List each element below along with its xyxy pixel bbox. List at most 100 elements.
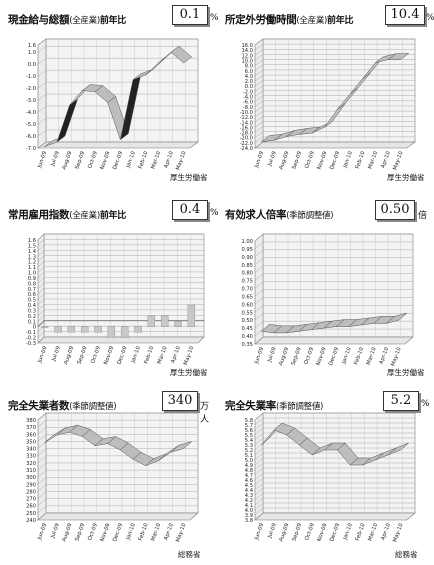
x-tick-label: Dec-09: [329, 151, 341, 171]
x-tick-label: Feb-10: [143, 345, 155, 365]
x-tick-label: May-10: [390, 346, 403, 367]
y-tick-label: 0.6: [28, 292, 36, 298]
y-tick-label: 1.0: [28, 50, 36, 56]
y-tick-label: 240: [26, 518, 36, 524]
panel-title: 有効求人倍率(季節調整値): [225, 209, 334, 221]
x-tick-label: Jun-09: [36, 523, 48, 542]
source-label: 厚生労働省: [387, 368, 425, 377]
y-tick-label: 0.40: [241, 334, 253, 340]
y-tick-label: 4.7: [245, 473, 253, 479]
y-tick-label: 0.70: [241, 287, 253, 293]
y-tick-label: 0.85: [241, 263, 253, 269]
y-tick-label: 3.8: [245, 518, 253, 524]
y-tick-label: 0.4: [28, 303, 37, 309]
y-tick-label: -5.0: [26, 122, 36, 128]
y-tick-label: 5.4: [245, 438, 254, 444]
source-label: 総務省: [178, 550, 201, 559]
unit-label: 万人: [200, 402, 210, 425]
y-tick-label: 1.1: [28, 265, 36, 271]
bar: [120, 326, 129, 338]
bar: [134, 326, 142, 333]
x-tick-label: Mar-10: [366, 346, 378, 366]
panel-title: 完全失業率(季節調整値): [225, 400, 324, 412]
x-tick-label: Dec-09: [116, 346, 128, 366]
x-tick-label: Dec-09: [329, 523, 341, 543]
y-tick-label: 4.3: [245, 493, 253, 499]
x-tick-label: Mar-10: [367, 150, 379, 170]
chart-unemployed-persons: 3803703603503403303203103002902802702602…: [26, 412, 199, 543]
y-tick-label: 5.6: [245, 428, 253, 434]
y-tick-label: -3.0: [26, 98, 36, 104]
x-tick-label: Apr-10: [170, 345, 182, 364]
y-tick-label: 290: [26, 482, 36, 488]
y-tick-label: 4.2: [245, 498, 253, 504]
x-tick-label: Feb-10: [355, 150, 367, 170]
y-tick-label: 270: [26, 497, 36, 503]
y-tick-label: 0.0: [245, 84, 253, 90]
y-tick-label: 5.7: [245, 423, 253, 429]
plot-floor: [254, 141, 416, 149]
y-tick-label: -1.0: [26, 74, 36, 80]
plot-floor: [37, 512, 199, 521]
plot-side-wall: [254, 233, 264, 345]
y-tick-label: -18.0: [240, 131, 253, 137]
y-tick-label: 14.0: [241, 48, 253, 54]
latest-value-box: 5.2: [383, 391, 419, 411]
y-tick-label: -2.0: [243, 89, 253, 95]
panel-title: 常用雇用指数(全産業)前年比: [8, 209, 126, 221]
y-tick-label: -10.0: [240, 110, 253, 116]
y-tick-label: 0.60: [241, 302, 253, 308]
x-tick-label: Oct-09: [304, 523, 316, 542]
panel-unemployment-rate: 完全失業率(季節調整値) 5.2 % 5.8 5.7 5.6 5.5 5.4 5.3 5.2…: [225, 391, 430, 563]
y-tick-label: 0.35: [241, 342, 253, 348]
y-tick-label: 330: [26, 454, 36, 460]
bar: [94, 326, 102, 333]
x-tick-label: Apr-10: [163, 522, 175, 541]
y-tick-label: 5.3: [245, 443, 253, 449]
panel-cash-earnings: 現金給与総額(全産業)前年比 0.1 % 1.6 1.0 0.0 -1.0 -2.0 -3…: [8, 5, 219, 184]
y-tick-label: 5.1: [245, 453, 253, 459]
y-tick-label: 1.6: [28, 43, 36, 49]
y-tick-label: 0.50: [241, 318, 253, 324]
latest-value-box: 340: [162, 391, 198, 411]
x-tick-label: Jun-09: [36, 151, 48, 170]
y-tick-label: -0.1: [26, 330, 36, 336]
y-tick-label: -2.0: [26, 86, 36, 92]
x-tick-label: Feb-10: [138, 522, 150, 542]
y-tick-label: -4.0: [26, 110, 36, 116]
chart-cash-earnings: 1.61.0 0.0 -1.0 -2.0 -3.0 -4.0 -5.0 -6.0 -7.0Jun…: [26, 38, 199, 171]
x-tick-label: Apr-10: [380, 522, 392, 541]
y-tick-label: 10.0: [241, 58, 253, 64]
bar: [160, 315, 169, 327]
x-tick-label: Jun-09: [253, 347, 265, 366]
y-tick-label: -12.0: [240, 115, 253, 121]
bar: [107, 326, 116, 338]
panel-title: 完全失業者数(季節調整値): [8, 400, 117, 412]
y-tick-label: 0.55: [241, 310, 253, 316]
plot-floor: [37, 141, 199, 149]
unit-label: %: [426, 13, 434, 23]
y-tick-label: 12.0: [241, 53, 253, 59]
y-tick-label: 4.0: [245, 508, 253, 514]
series-ribbon: [386, 312, 407, 324]
x-tick-label: Feb-10: [355, 522, 367, 542]
x-tick-label: Jun-09: [37, 346, 49, 365]
y-tick-label: 4.8: [245, 468, 253, 474]
x-tick-label: May-10: [183, 345, 196, 366]
x-tick-label: Aug-09: [278, 347, 290, 367]
x-tick-label: Nov-09: [103, 346, 115, 366]
x-tick-label: Sep-09: [74, 151, 86, 171]
y-tick-label: -14.0: [240, 120, 253, 126]
x-tick-label: Jan-10: [342, 522, 354, 541]
y-tick-label: 1.4: [28, 249, 37, 255]
bar: [54, 326, 62, 333]
y-tick-label: 1.2: [28, 260, 36, 266]
y-tick-label: 350: [26, 439, 36, 445]
y-tick-label: 370: [26, 425, 36, 431]
latest-value-box: 0.1: [172, 5, 208, 25]
y-tick-label: 0.1: [28, 319, 36, 325]
y-tick-label: 1.5: [28, 243, 36, 249]
x-tick-label: Apr-10: [379, 346, 391, 365]
y-tick-label: 380: [26, 418, 36, 424]
y-tick-label: 0.3: [28, 308, 36, 314]
